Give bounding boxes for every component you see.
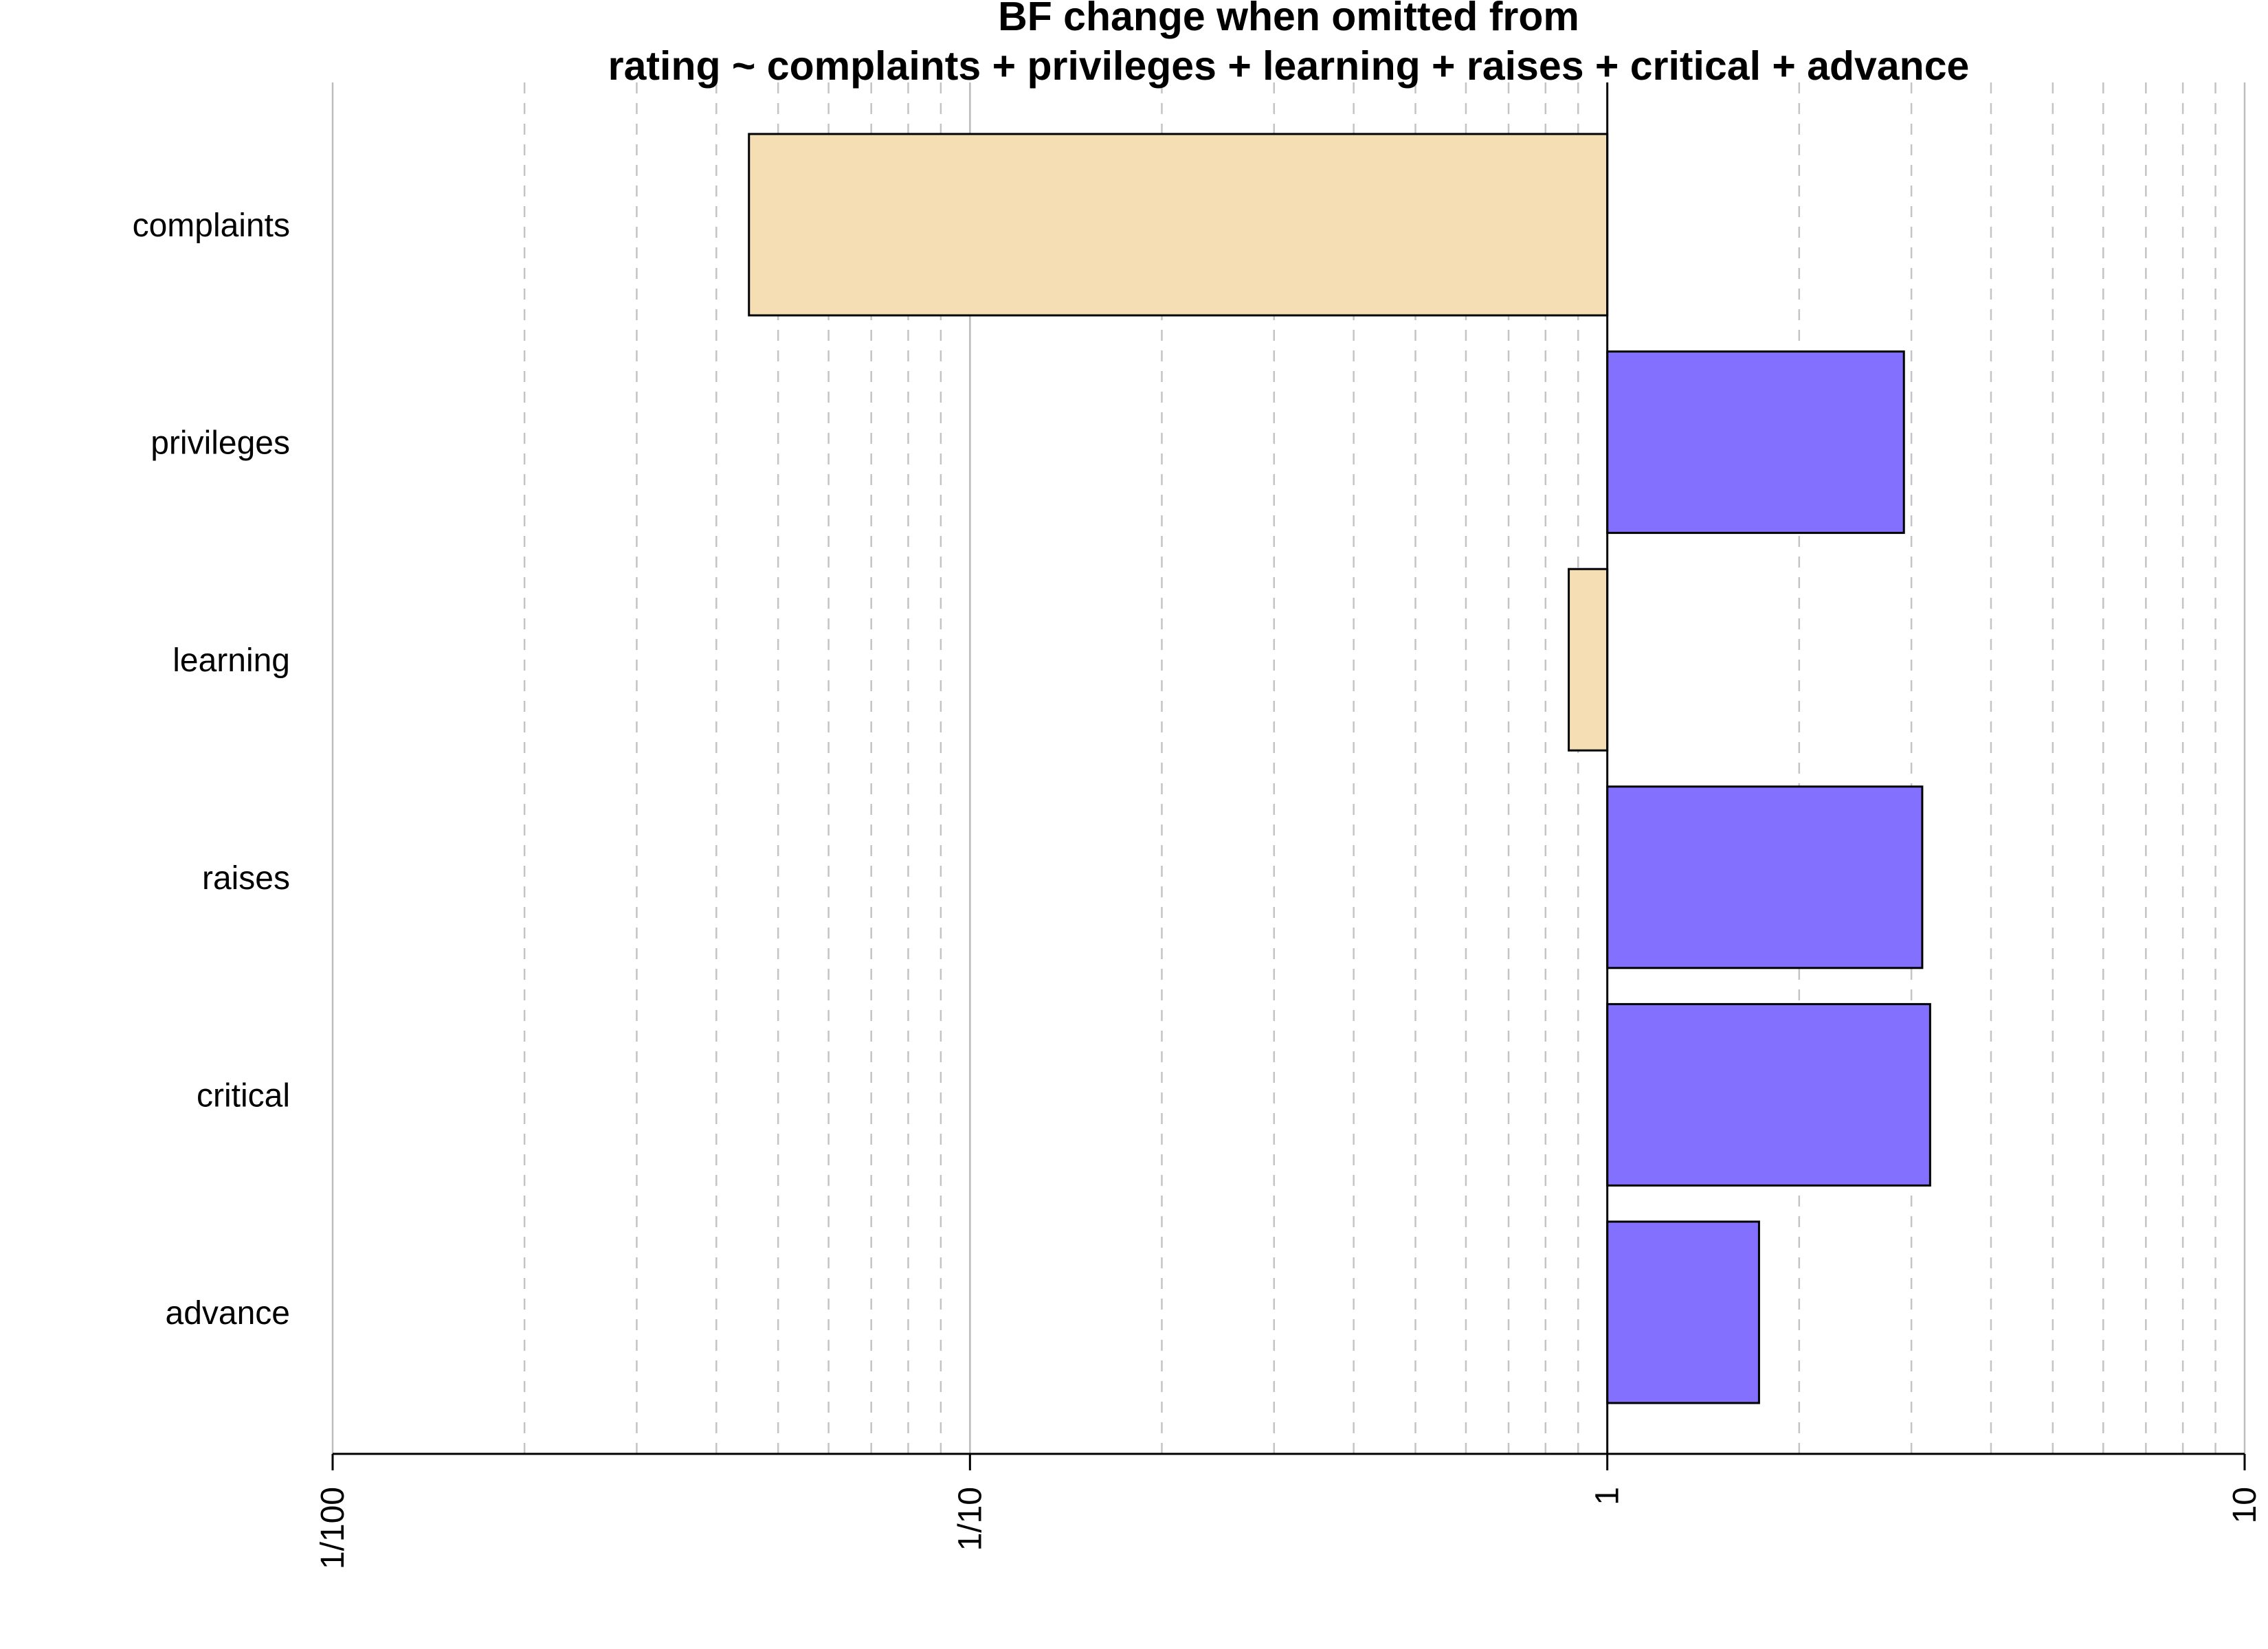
- x-tick-label: 10: [2227, 1487, 2263, 1523]
- x-tick-label: 1/10: [952, 1487, 988, 1551]
- category-label-complaints: complaints: [133, 207, 290, 244]
- chart-subtitle: rating ~ complaints + privileges + learn…: [608, 43, 1970, 89]
- x-axis: 1/100 1/10 1 10: [315, 1452, 2263, 1569]
- category-label-learning: learning: [173, 642, 290, 679]
- bar-advance: [1606, 1220, 1760, 1404]
- x-tick-label: 1/100: [315, 1487, 351, 1569]
- category-labels: complaints privileges learning raises critic…: [133, 207, 290, 1332]
- category-label-advance: advance: [166, 1295, 290, 1332]
- bar-critical: [1606, 1002, 1931, 1187]
- category-label-privileges: privileges: [151, 425, 290, 462]
- category-label-critical: critical: [197, 1077, 290, 1114]
- bar-learning: [1568, 568, 1609, 752]
- chart-title: BF change when omitted from: [998, 0, 1579, 39]
- bars: [748, 133, 1931, 1404]
- bar-privileges: [1606, 350, 1905, 535]
- bar-raises: [1606, 785, 1924, 969]
- bar-complaints: [748, 133, 1609, 317]
- x-tick-label: 1: [1590, 1487, 1626, 1505]
- category-label-raises: raises: [202, 860, 290, 897]
